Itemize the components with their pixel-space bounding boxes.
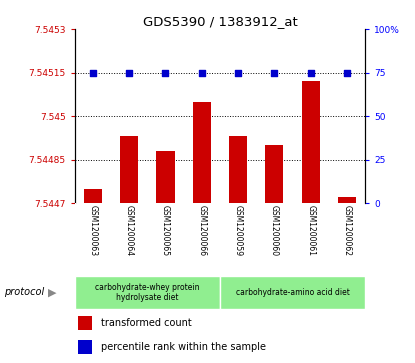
Bar [193,102,211,203]
Bar [302,81,320,203]
Point [90,70,96,76]
Text: percentile rank within the sample: percentile rank within the sample [101,342,266,352]
Bar [229,136,247,203]
Text: GSM1200064: GSM1200064 [124,205,134,257]
Point [308,70,314,76]
Text: ▶: ▶ [48,287,56,297]
Point [271,70,278,76]
Text: protocol: protocol [4,287,44,297]
Point [235,70,242,76]
Bar [338,197,356,203]
Text: GSM1200059: GSM1200059 [234,205,243,257]
Text: GSM1200065: GSM1200065 [161,205,170,257]
Text: GSM1200062: GSM1200062 [342,205,352,256]
Point [344,70,350,76]
Point [162,70,169,76]
Text: GSM1200060: GSM1200060 [270,205,279,257]
Text: carbohydrate-whey protein
hydrolysate diet: carbohydrate-whey protein hydrolysate di… [95,282,200,302]
Point [126,70,132,76]
Title: GDS5390 / 1383912_at: GDS5390 / 1383912_at [143,15,297,28]
Text: GSM1200061: GSM1200061 [306,205,315,256]
Point [198,70,205,76]
Text: transformed count: transformed count [101,318,192,328]
Bar [75,276,220,309]
Text: GSM1200063: GSM1200063 [88,205,98,257]
Bar [78,340,92,354]
Bar [156,151,175,203]
Bar [220,276,365,309]
Bar [265,145,283,203]
Text: GSM1200066: GSM1200066 [197,205,206,257]
Bar [84,189,102,203]
Text: carbohydrate-amino acid diet: carbohydrate-amino acid diet [236,288,349,297]
Bar [120,136,138,203]
Bar [78,316,92,330]
